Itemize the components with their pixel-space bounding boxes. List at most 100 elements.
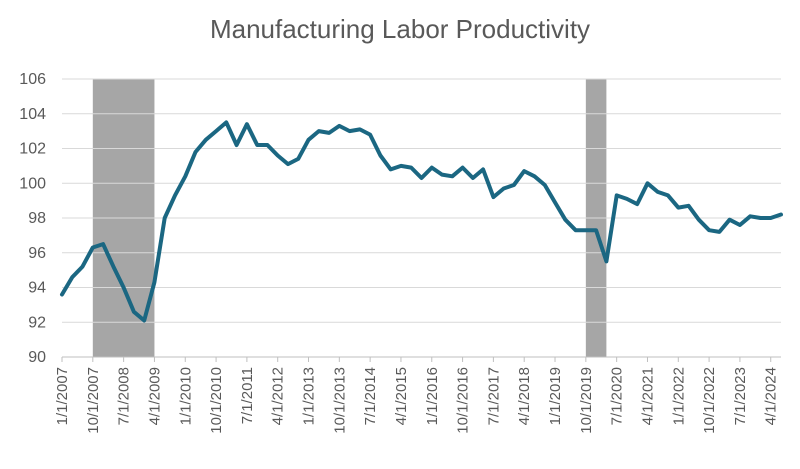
data-point [718,230,721,234]
data-point [625,197,629,201]
data-point [410,166,413,169]
data-point [338,124,341,128]
data-point [451,175,454,178]
y-tick-label: 104 [19,106,46,123]
x-tick-label: 7/1/2008 [116,367,133,425]
data-point [564,218,567,221]
data-point [286,162,290,166]
data-point [440,173,444,176]
x-tick-label: 4/1/2009 [146,367,163,425]
data-point [307,138,310,142]
x-tick-label: 7/1/2014 [362,367,379,425]
y-tick-label: 92 [28,314,46,331]
x-tick-label: 10/1/2013 [331,367,348,434]
data-point [163,216,166,220]
data-point [523,169,526,173]
data-point [646,182,649,185]
y-tick-label: 98 [28,210,46,227]
data-point [492,195,495,199]
data-point [502,187,505,190]
x-tick-label: 10/1/2010 [208,367,225,434]
x-tick-label: 1/1/2022 [670,367,687,425]
data-point [153,281,156,284]
x-tick-label: 4/1/2012 [270,367,287,425]
data-point [255,143,259,147]
y-tick-label: 102 [19,141,46,158]
data-point [553,201,557,204]
data-point [204,138,207,142]
data-point [677,206,680,209]
x-tick-label: 7/1/2011 [239,367,256,424]
y-tick-label: 90 [28,349,46,366]
data-point [594,228,598,232]
data-point [471,176,475,180]
data-point [348,129,351,133]
data-point [327,131,331,135]
data-point [379,154,382,157]
data-point [759,216,762,220]
data-point [636,202,639,206]
data-point [605,260,608,263]
x-tick-label: 4/1/2021 [639,367,656,425]
y-tick-label: 100 [19,175,46,192]
data-point [368,133,372,136]
x-tick-label: 4/1/2024 [763,367,780,425]
data-point [317,129,320,133]
data-point [543,183,546,187]
data-point [779,213,783,216]
data-point [420,176,423,180]
data-point [60,293,64,296]
data-point [245,122,249,126]
data-point [132,310,136,314]
x-tick-label: 1/1/2013 [301,367,318,425]
x-tick-label: 4/1/2018 [516,367,533,425]
data-point [728,218,731,221]
data-point [266,143,269,147]
data-point [666,194,670,197]
data-point [91,246,95,249]
data-point [112,265,115,268]
data-point [574,228,577,232]
data-point [194,150,197,154]
x-tick-label: 4/1/2015 [393,367,410,425]
x-tick-label: 10/1/2019 [578,367,595,434]
data-point [122,286,125,289]
data-point [81,265,84,268]
data-point [748,215,752,218]
data-point [707,228,711,232]
data-point [297,157,300,161]
data-point [481,168,485,171]
data-point [399,164,403,168]
data-point [615,194,618,197]
y-tick-label: 94 [28,280,46,297]
data-point [358,128,362,131]
x-tick-label: 1/1/2007 [54,367,71,425]
x-tick-label: 1/1/2010 [177,367,194,425]
x-tick-label: 7/1/2020 [609,367,626,425]
data-point [389,168,392,171]
data-point [430,166,433,169]
x-tick-label: 10/1/2016 [455,367,472,434]
data-point [225,121,228,124]
series-line [60,120,783,323]
data-point [173,194,177,197]
x-tick-label: 7/1/2023 [732,367,749,425]
data-point [697,218,701,221]
data-point [769,216,772,220]
data-point [276,154,279,157]
x-tick-label: 7/1/2017 [485,367,502,425]
data-point [184,175,187,178]
x-tick-label: 1/1/2016 [424,367,441,425]
data-point [533,175,536,178]
data-point [738,223,742,227]
data-point [512,183,516,187]
data-point [142,319,146,322]
x-tick-label: 1/1/2019 [547,367,564,425]
data-point [656,190,659,194]
y-tick-label: 106 [19,71,46,88]
data-point [461,166,464,169]
data-point [584,228,588,232]
y-tick-label: 96 [28,245,46,262]
x-tick-label: 10/1/2007 [85,367,102,434]
